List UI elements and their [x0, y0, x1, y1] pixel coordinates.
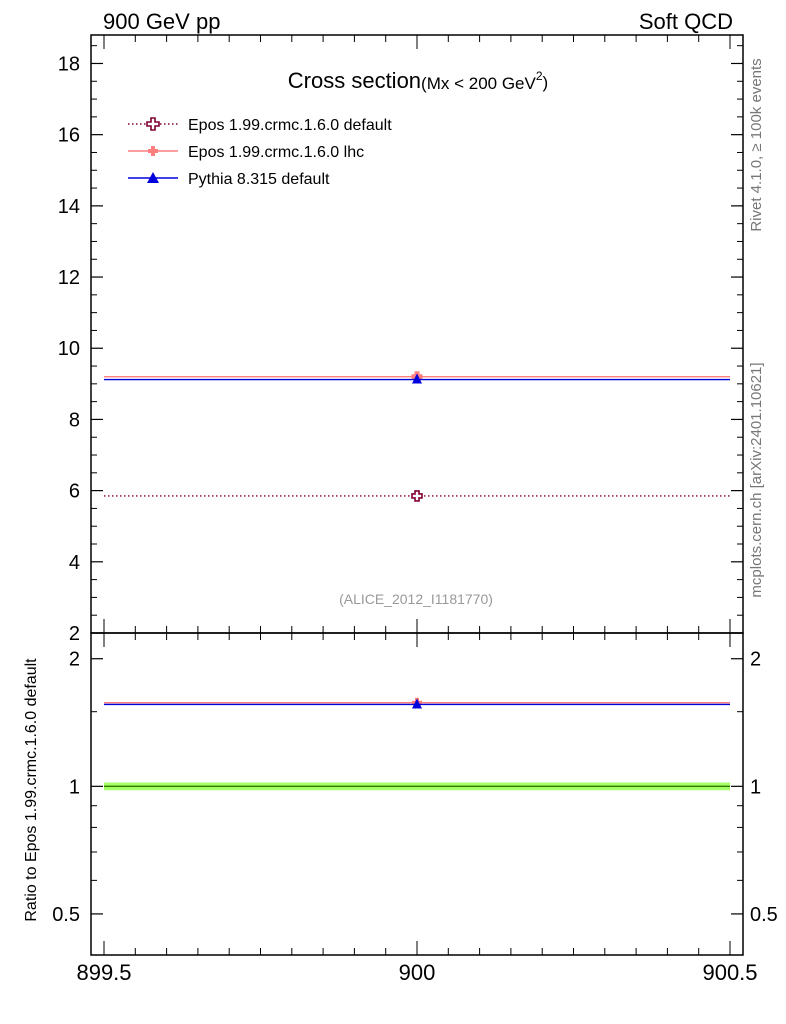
mcplots-label: mcplots.cern.ch [arXiv:2401.10621] — [748, 362, 765, 597]
data-point — [411, 490, 423, 502]
legend-entry-label: Pythia 8.315 default — [188, 171, 330, 188]
ratio-y-tick-label-right: 2 — [750, 649, 761, 671]
plot-title: Cross section(Mx < 200 GeV2) — [288, 68, 548, 93]
ratio-ylabel: Ratio to Epos 1.99.crmc.1.6.0 default — [23, 658, 40, 922]
legend: Epos 1.99.crmc.1.6.0 default Epos 1.99.cr… — [128, 117, 392, 188]
ratio-plot-frame — [90, 632, 744, 956]
y-tick-label: 6 — [69, 481, 80, 503]
legend-marker — [147, 172, 159, 183]
y-tick-label: 4 — [69, 552, 80, 574]
ratio-y-tick-label-left: 0.5 — [52, 904, 80, 926]
ratio-y-tick-label-left: 2 — [69, 649, 80, 671]
data-point — [412, 373, 422, 384]
rivet-version-label: Rivet 4.1.0, ≥ 100k events — [748, 58, 765, 231]
ratio-y-tick-label-left: 1 — [69, 776, 80, 798]
ratio-plot-panel: 0.5 0.5 1 1 2 2 899.5 900 900.5 Ratio to Epos 1.… — [23, 632, 778, 985]
main-series-group — [104, 371, 730, 502]
legend-entry-label: Epos 1.99.crmc.1.6.0 lhc — [188, 144, 364, 161]
y-tick-label: 8 — [69, 409, 80, 431]
ratio-y-tick-label-right: 0.5 — [750, 904, 778, 926]
header-right-label: Soft QCD — [639, 9, 733, 34]
analysis-label: (ALICE_2012_I1181770) — [339, 591, 493, 607]
ratio-reference-band — [104, 782, 730, 791]
header-left-label: 900 GeV pp — [103, 9, 220, 34]
y-tick-label: 18 — [58, 53, 80, 75]
main-axis-ticks: 2 4 6 8 10 12 14 16 18 — [58, 35, 743, 645]
x-tick-label: 900 — [399, 960, 436, 985]
ratio-y-tick-label-right: 1 — [750, 776, 761, 798]
y-tick-label: 10 — [58, 338, 80, 360]
x-tick-label: 900.5 — [702, 960, 757, 985]
legend-entry-label: Epos 1.99.crmc.1.6.0 default — [188, 117, 392, 134]
series-2 — [104, 373, 730, 384]
ratio-series-1 — [104, 698, 730, 709]
legend-marker — [148, 146, 158, 156]
ratio-axis-ticks: 0.5 0.5 1 1 2 2 899.5 900 900.5 — [52, 633, 778, 985]
ratio-data-point — [412, 698, 422, 709]
legend-marker — [146, 117, 160, 131]
x-tick-label: 899.5 — [76, 960, 131, 985]
main-plot-panel: 2 4 6 8 10 12 14 16 18 Cross section(Mx < 200 Ge… — [58, 34, 744, 645]
series-0 — [104, 490, 730, 502]
y-tick-label: 12 — [58, 267, 80, 289]
y-tick-label: 2 — [69, 623, 80, 645]
ratio-series-group — [104, 697, 730, 709]
y-tick-label: 16 — [58, 125, 80, 147]
y-tick-label: 14 — [58, 196, 80, 218]
